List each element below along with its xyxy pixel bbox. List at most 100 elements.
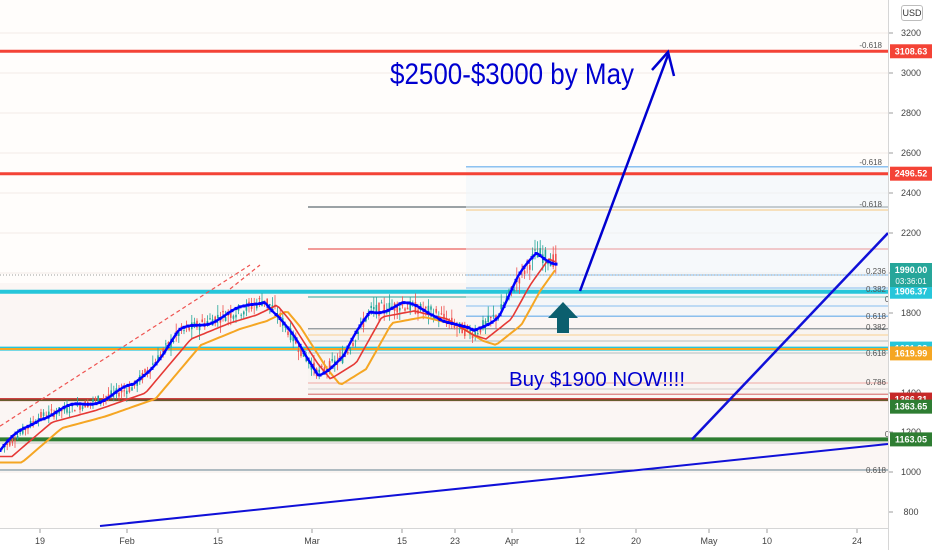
ma-marker xyxy=(166,345,170,349)
candle-body xyxy=(352,343,354,346)
buy-arrow-shaft xyxy=(557,315,569,333)
ma-marker xyxy=(194,323,198,327)
ma-marker xyxy=(2,443,6,447)
candle-body xyxy=(477,333,479,335)
ma-marker xyxy=(414,304,418,308)
candle-body xyxy=(458,322,461,326)
ma-marker xyxy=(134,380,138,384)
price-level-tag-bg xyxy=(890,166,932,181)
candle-body xyxy=(40,412,42,418)
candle-body xyxy=(305,357,307,362)
ma-marker xyxy=(138,377,142,381)
candle-body xyxy=(232,315,235,319)
candle-body xyxy=(508,289,510,294)
candle-body xyxy=(292,332,294,342)
ma-marker xyxy=(262,301,266,305)
ma-marker xyxy=(170,338,174,342)
candle-body xyxy=(370,305,372,308)
candle-body xyxy=(518,278,521,284)
price-axis[interactable]: 3200300028002600240022002000180014001200… xyxy=(888,0,932,550)
ma-marker xyxy=(458,323,462,327)
ma-marker xyxy=(150,366,154,370)
ma-marker xyxy=(130,382,134,386)
candle-body xyxy=(240,314,242,316)
price-tick-label: 1000 xyxy=(901,467,921,477)
time-tick-label: 15 xyxy=(213,536,223,546)
ma-marker xyxy=(174,332,178,336)
ma-marker xyxy=(98,400,102,404)
ma-marker xyxy=(370,310,374,314)
ma-marker xyxy=(434,315,438,319)
time-tick-label: 10 xyxy=(762,536,772,546)
chart-svg[interactable]: -0.618-0.618-0.6180.2360.3820.50.6180.38… xyxy=(0,0,897,528)
candle-body xyxy=(339,355,341,357)
ma-marker xyxy=(146,370,150,374)
ma-marker xyxy=(430,313,434,317)
ma-marker xyxy=(334,361,338,365)
time-axis-svg: 19 Feb 15 Mar 15 23 Apr 12 20 May 10 24 xyxy=(35,529,862,546)
price-level-tag: 1366.31 xyxy=(895,395,928,405)
price-level-tag: 1363.65 xyxy=(895,402,928,412)
candle-body xyxy=(383,304,385,312)
candle-body xyxy=(425,306,427,309)
candle-body xyxy=(42,412,45,416)
candle-body xyxy=(224,317,227,321)
ma-marker xyxy=(398,302,402,306)
fib-level-label: 0.618 xyxy=(866,312,887,321)
ma-marker xyxy=(126,383,130,387)
ma-marker xyxy=(230,309,234,313)
price-level-tag-bg xyxy=(890,346,932,361)
ma-marker xyxy=(322,371,326,375)
plot-area[interactable]: -0.618-0.618-0.6180.2360.3820.50.6180.38… xyxy=(0,0,897,528)
ma-marker xyxy=(162,351,166,355)
candle-body xyxy=(19,432,21,434)
candle-body xyxy=(323,367,326,372)
candle-body xyxy=(183,330,185,332)
time-axis[interactable]: 19 Feb 15 Mar 15 23 Apr 12 20 May 10 24 xyxy=(0,528,888,551)
fib-level-label: 0.382 xyxy=(866,323,887,332)
candle-body xyxy=(198,326,201,331)
candle-body xyxy=(386,311,388,314)
candle-body xyxy=(74,410,76,412)
ma-marker xyxy=(378,311,382,315)
candle-body xyxy=(11,438,14,443)
ma-marker xyxy=(522,265,526,269)
ma-marker xyxy=(418,306,422,310)
ma-marker xyxy=(122,385,126,389)
ma-marker xyxy=(202,323,206,327)
candle-body xyxy=(321,365,323,367)
dashed-channel-line xyxy=(0,264,251,427)
candle-body xyxy=(354,340,357,342)
ma-marker xyxy=(538,254,542,258)
time-tick-label: Apr xyxy=(505,536,519,546)
candle-body xyxy=(360,321,362,323)
fib-zone-mid xyxy=(308,329,888,394)
candle-body xyxy=(94,398,97,400)
time-tick-label: 20 xyxy=(631,536,641,546)
candle-body xyxy=(388,302,391,313)
ma-marker xyxy=(270,309,274,313)
candle-body xyxy=(287,331,289,336)
price-level-tag-bg xyxy=(890,399,932,414)
fib-level-label: 0.236 xyxy=(866,267,887,276)
candle-body xyxy=(222,311,224,313)
ma-marker xyxy=(390,306,394,310)
candle-body xyxy=(482,320,484,329)
price-level-tag: 1163.05 xyxy=(895,434,927,444)
ma-marker xyxy=(314,370,318,374)
candle-body xyxy=(131,387,133,391)
candle-body xyxy=(27,427,29,429)
ma-marker xyxy=(318,373,322,377)
ma-marker xyxy=(486,323,490,327)
ma-marker xyxy=(182,325,186,329)
candle-body xyxy=(430,306,432,310)
candle-body xyxy=(50,409,53,411)
ma-marker xyxy=(346,345,350,349)
currency-label[interactable]: USD xyxy=(901,5,923,21)
candle-body xyxy=(92,399,94,402)
candle-body xyxy=(456,326,458,328)
ma-marker xyxy=(242,304,246,308)
candle-body xyxy=(217,314,219,318)
ma-marker xyxy=(374,311,378,315)
fib-level-label: -0.618 xyxy=(859,200,882,209)
